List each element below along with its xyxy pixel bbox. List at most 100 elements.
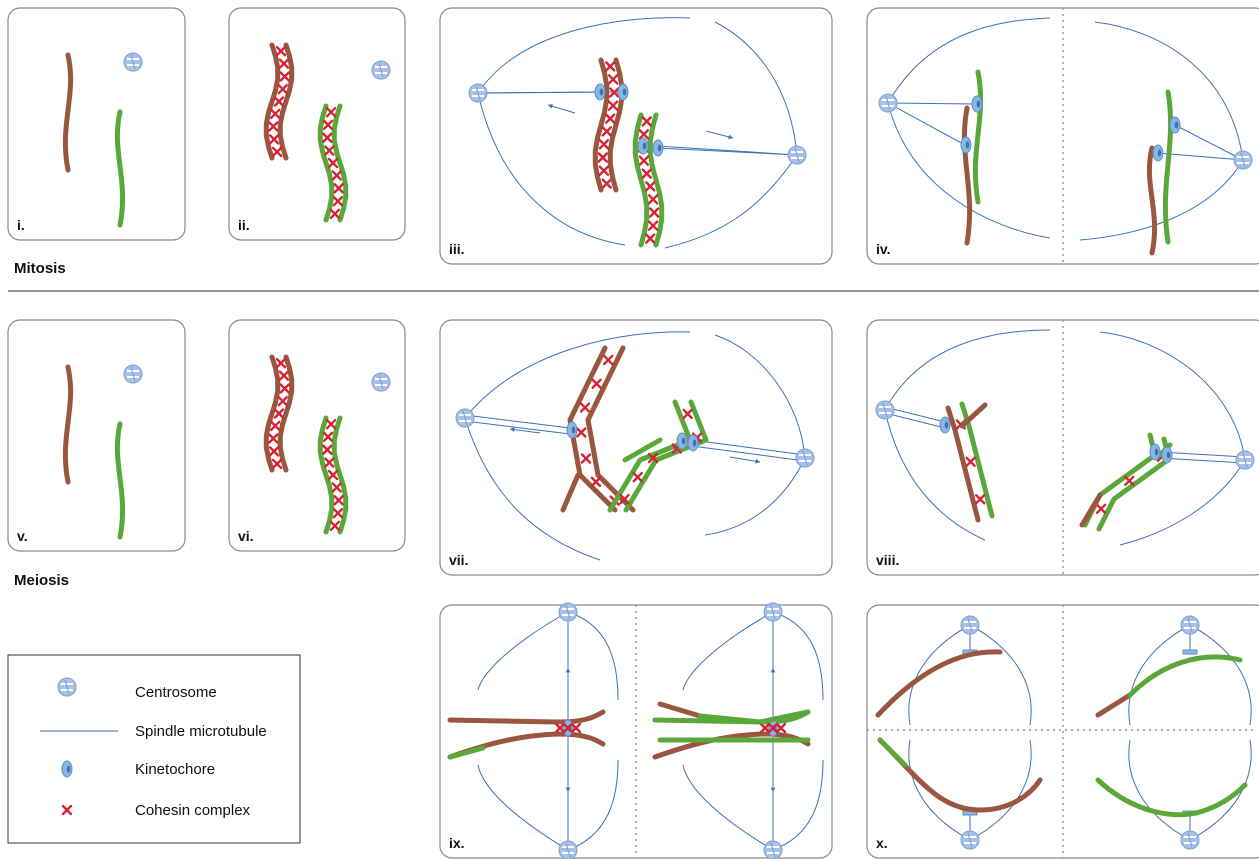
centrosome [1233,150,1253,170]
microtubule [464,414,571,429]
chromatid [567,345,618,513]
centrosome [787,145,807,165]
microtubule [691,445,806,462]
chromatid [1162,89,1174,245]
microtubule [1174,124,1244,161]
chromatid [1127,654,1243,698]
legend-icon [61,760,73,778]
panel [228,319,406,552]
chromatid [607,399,693,513]
kinetochore [637,137,649,155]
arrow-head [770,668,776,673]
arrow [547,104,576,114]
panel-label: vi. [238,528,254,544]
chromatid [961,105,973,246]
chromatid [945,405,981,523]
panel-label: x. [876,835,888,851]
arrow-head [770,787,776,792]
microtubule [969,739,1032,841]
panel-label: ix. [449,835,465,851]
microtubule [464,417,601,561]
chromatid [877,737,1043,813]
centrosome [960,830,980,850]
chromatid [623,399,709,513]
panel-label: v. [17,528,28,544]
arrow-head [728,134,733,140]
microtubule [656,147,798,156]
chromatid [697,709,811,725]
chromatid [114,421,126,540]
panel-label: iii. [449,241,465,257]
microtubule [772,759,824,851]
chromatid [62,52,74,173]
panel-label: i. [17,217,25,233]
chromatid [62,364,74,485]
kinetochore [1161,446,1173,464]
microtubule [1119,459,1246,546]
microtubule [714,21,798,156]
chromatid [114,109,126,228]
centrosome [960,615,980,635]
chromatid [263,42,281,161]
microtubule [887,102,966,146]
chromatid [592,57,610,193]
chromatid [560,472,581,513]
kinetochore [1152,144,1164,162]
centrosome [1180,830,1200,850]
section-label: Mitosis [14,260,66,277]
microtubule [969,624,1032,726]
chromatid [959,402,988,429]
microtubule [1159,451,1246,458]
chromatid [331,103,349,223]
chromatid [1095,692,1133,718]
panel [7,319,186,552]
microtubule [1159,457,1246,464]
microtubule [1099,331,1246,461]
arrow-head [510,427,515,432]
microtubule [1079,159,1244,241]
microtubule [884,406,946,423]
chromatid [622,437,663,463]
microtubule [887,102,976,105]
microtubule [477,17,691,94]
chromatid [657,701,703,719]
microtubule [887,102,1051,239]
centrosome [878,93,898,113]
legend-label: Cohesin complex [135,802,251,819]
kinetochore [617,83,629,101]
panel-label: viii. [876,552,899,568]
microtubule [1094,21,1244,161]
chromatid [317,103,335,223]
kinetochore [1182,649,1198,655]
panel-label: iv. [876,241,891,257]
microtubule [477,92,626,246]
centrosome [371,372,391,392]
microtubule [691,439,806,456]
centrosome [875,400,895,420]
legend-label: Centrosome [135,684,217,701]
microtubule [567,611,619,701]
legend-icon [57,677,77,697]
centrosome [558,840,578,859]
kinetochore [1149,443,1161,461]
kinetochore [566,421,578,439]
centrosome [371,60,391,80]
chromatid [331,415,349,535]
microtubule [682,764,774,851]
kinetochore [652,139,664,157]
chromatid [263,354,281,473]
microtubule [1157,152,1244,161]
chromatid [875,649,1003,718]
centrosome [763,602,783,622]
microtubule [477,611,569,691]
microtubule [664,154,798,249]
arrow-head [548,103,553,109]
centrosome [455,408,475,428]
kinetochore [687,434,699,452]
chromatid [632,112,650,248]
panel-label: vii. [449,552,468,568]
arrow-head [565,668,571,673]
chromatid [585,345,636,513]
chromatid [1146,145,1158,256]
microtubule [1128,739,1191,841]
